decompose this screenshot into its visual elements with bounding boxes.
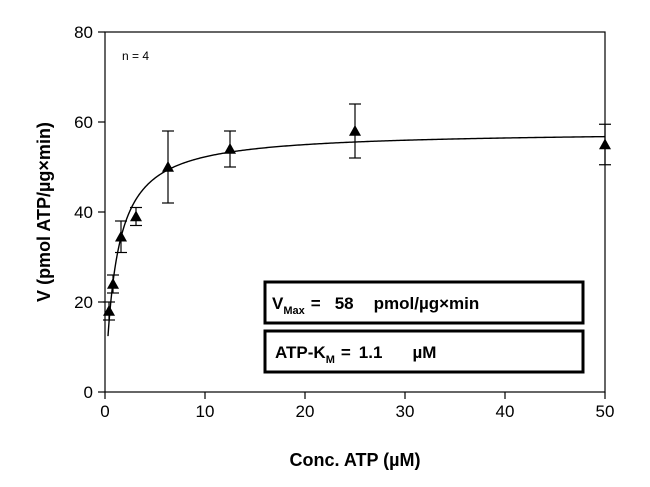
vmax-subscript: Max xyxy=(283,305,305,317)
x-tick-label: 40 xyxy=(496,402,515,421)
svg-text:ATP-KM=1.1µM: ATP-KM = 1.1 µM xyxy=(275,343,436,366)
triangle-marker xyxy=(599,138,611,150)
triangle-marker xyxy=(130,210,142,222)
triangle-marker xyxy=(349,125,361,136)
triangle-marker xyxy=(224,143,236,154)
vmax-equals: = xyxy=(311,294,321,313)
x-tick-label: 50 xyxy=(596,402,615,421)
vmax-box: VMax = 58 pmol/µg×min xyxy=(263,280,585,325)
triangle-marker xyxy=(107,278,119,289)
vmax-symbol: V xyxy=(272,294,284,313)
data-point xyxy=(115,220,127,254)
y-tick-label: 60 xyxy=(74,113,93,132)
vmax-value: 58 xyxy=(335,294,354,313)
x-axis-title: Conc. ATP (µM) xyxy=(289,450,420,470)
vmax-unit: pmol/µg×min xyxy=(374,294,480,313)
triangle-marker xyxy=(103,305,115,316)
y-tick-label: 0 xyxy=(84,383,93,402)
km-subscript: M xyxy=(326,354,335,366)
km-equals: = xyxy=(341,343,351,362)
x-tick-label: 0 xyxy=(100,402,109,421)
y-tick-label: 40 xyxy=(74,203,93,222)
km-unit: µM xyxy=(412,343,436,362)
km-value: 1.1 xyxy=(359,343,383,362)
triangle-marker xyxy=(115,230,127,242)
data-point xyxy=(349,103,361,159)
data-point xyxy=(599,123,611,166)
data-points xyxy=(103,103,611,321)
x-tick-label: 20 xyxy=(296,402,315,421)
data-point xyxy=(162,130,174,204)
y-tick-label: 80 xyxy=(74,23,93,42)
km-box: ATP-KM = 1.1 µM xyxy=(263,329,585,374)
data-point xyxy=(224,130,236,168)
triangle-marker xyxy=(162,161,174,172)
data-point xyxy=(107,274,119,294)
km-symbol: ATP-K xyxy=(275,343,326,362)
data-point xyxy=(103,301,115,321)
data-point xyxy=(130,206,142,227)
y-axis-title: V (pmol ATP/µg×min) xyxy=(34,122,54,302)
axis-ticks: 0 10 20 30 40 50 0 20 40 60 80 xyxy=(74,23,614,421)
x-tick-label: 10 xyxy=(196,402,215,421)
x-tick-label: 30 xyxy=(396,402,415,421)
sample-size-annotation: n = 4 xyxy=(122,49,149,63)
y-tick-label: 20 xyxy=(74,293,93,312)
